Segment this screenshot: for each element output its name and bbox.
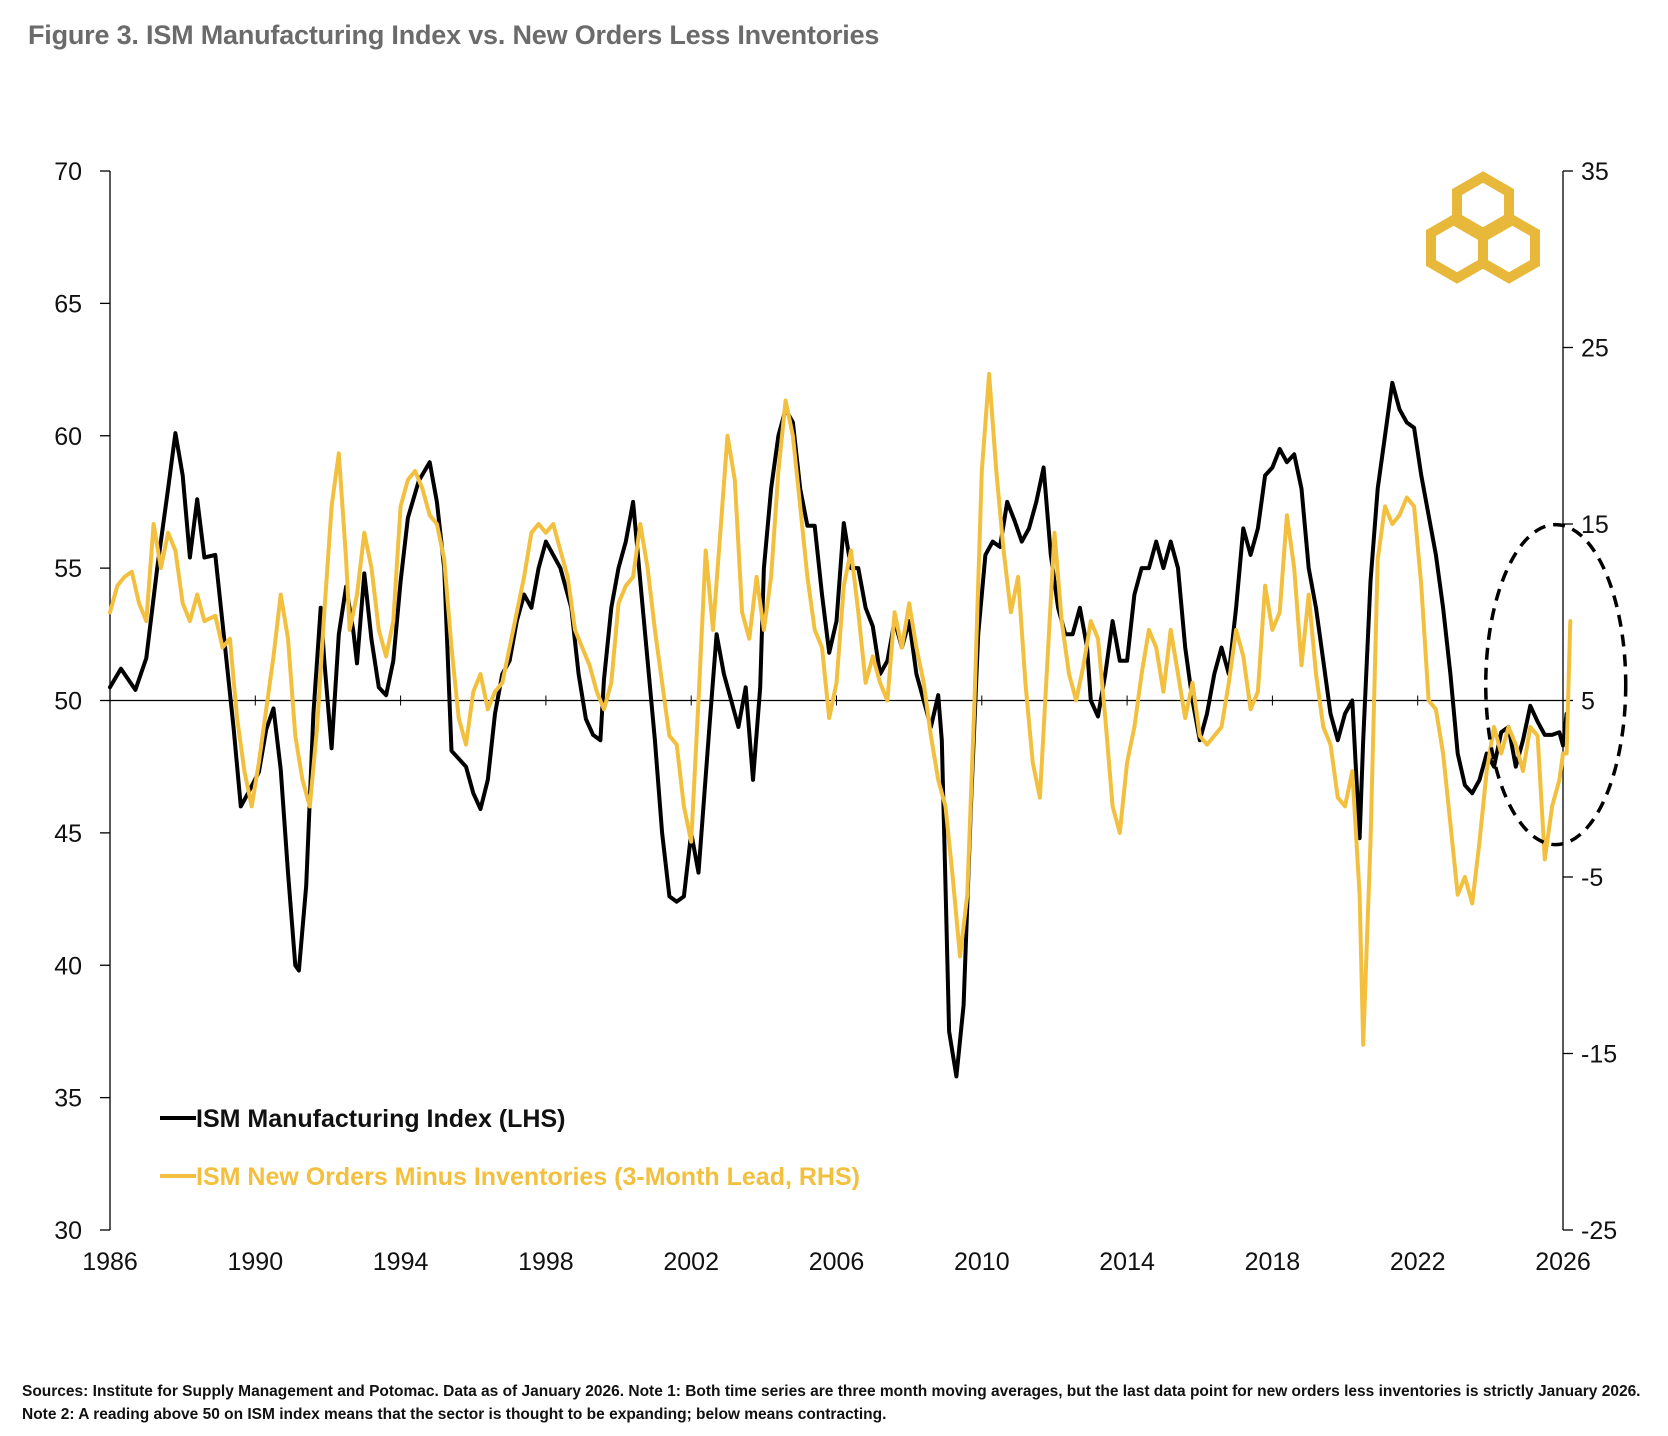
page-title: Figure 3. ISM Manufacturing Index vs. Ne…	[28, 20, 880, 50]
right-y-tick-label: 25	[1581, 335, 1609, 363]
left-y-tick-label: 55	[54, 555, 82, 583]
x-tick-label: 2006	[809, 1248, 865, 1276]
left-y-tick-label: 60	[54, 423, 82, 451]
right-y-tick-label: 35	[1581, 158, 1609, 186]
logo-hex-right	[1478, 212, 1540, 284]
legend-label-ism: ISM Manufacturing Index (LHS)	[196, 1105, 565, 1133]
x-tick-label: 1994	[373, 1248, 429, 1276]
right-y-tick-label: -5	[1581, 864, 1603, 892]
legend: ISM Manufacturing Index (LHS) ISM New Or…	[160, 1105, 860, 1191]
x-tick-label: 1990	[227, 1248, 283, 1276]
left-y-tick-label: 65	[54, 290, 82, 318]
x-tick-label: 2026	[1535, 1248, 1591, 1276]
series-line-no-inv	[108, 372, 1573, 1047]
x-tick-label: 2022	[1390, 1248, 1446, 1276]
x-tick-label: 2014	[1099, 1248, 1155, 1276]
left-y-tick-label: 30	[54, 1217, 82, 1245]
series-layer	[108, 372, 1573, 1079]
series-line-ism	[108, 380, 1569, 1079]
left-y-tick-label: 35	[54, 1085, 82, 1113]
x-tick-label: 1986	[82, 1248, 138, 1276]
left-y-tick-label: 50	[54, 688, 82, 716]
right-y-tick-label: 15	[1581, 511, 1609, 539]
ism-dual-axis-line-chart: 30 35 40 45 50 55 60 65 70 -25 -15 -5 5 15 25 35 1986 199…	[54, 158, 1628, 1276]
x-tick-label: 2010	[954, 1248, 1010, 1276]
right-y-tick-label: -25	[1581, 1217, 1617, 1245]
legend-label-no-inv: ISM New Orders Minus Inventories (3-Mont…	[196, 1163, 860, 1191]
annotation-layer	[1483, 522, 1628, 847]
x-tick-label: 1998	[518, 1248, 574, 1276]
right-y-tick-label: 5	[1581, 688, 1595, 716]
left-y-tick-label: 45	[54, 820, 82, 848]
x-tick-label: 2018	[1245, 1248, 1301, 1276]
x-tick-label: 2002	[663, 1248, 719, 1276]
left-y-tick-label: 40	[54, 952, 82, 980]
potomac-hexagon-logo	[1426, 171, 1540, 284]
left-y-tick-label: 70	[54, 158, 82, 186]
sources-note: Sources: Institute for Supply Management…	[22, 1383, 1641, 1423]
annotation-dashed-ellipse	[1483, 522, 1628, 847]
right-y-tick-label: -15	[1581, 1041, 1617, 1069]
axes-layer: 30 35 40 45 50 55 60 65 70 -25 -15 -5 5 15 25 35 1986 199…	[54, 158, 1617, 1276]
